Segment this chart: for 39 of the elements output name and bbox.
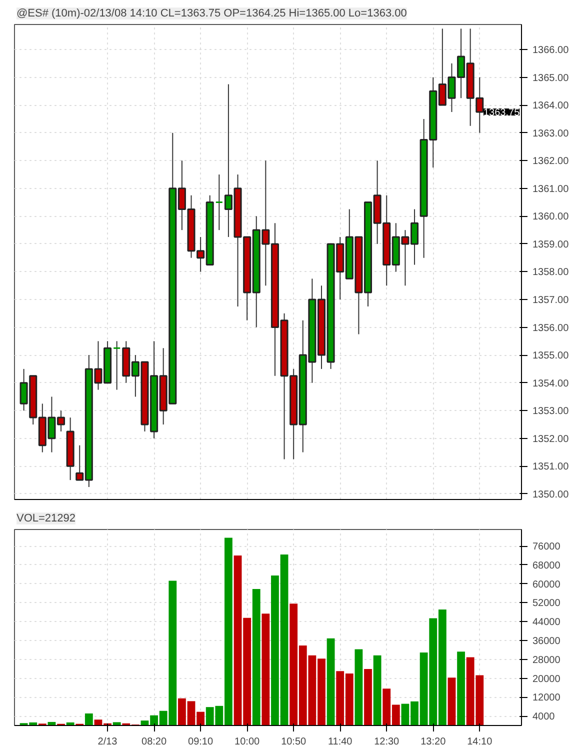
x-tick-label: 2/13 xyxy=(98,736,118,748)
y-tick-label: 44000 xyxy=(532,617,561,628)
y-tick-label: 1350.00 xyxy=(532,489,570,500)
x-tick-label: 12:30 xyxy=(374,736,400,748)
y-tick-label: 1366.00 xyxy=(532,45,570,56)
y-tick-label: 1364.00 xyxy=(532,100,570,112)
y-tick-label: 1354.00 xyxy=(532,378,570,390)
y-tick-label: 1355.00 xyxy=(532,350,570,362)
y-tick-label: 28000 xyxy=(532,654,561,666)
y-tick-label: 52000 xyxy=(532,598,561,610)
x-tick-label: 11:40 xyxy=(328,736,353,748)
y-tick-label: 36000 xyxy=(532,636,561,647)
annotation: 1363.75 xyxy=(483,108,520,118)
chart-title: @ES# (10m)-02/13/08 14:10 CL=1363.75 OP=1364.25 Hi=1365.00 Lo=1363.00 xyxy=(16,8,407,20)
x-tick-label: 09:10 xyxy=(188,736,214,748)
y-tick-label: 1356.00 xyxy=(532,322,570,334)
x-tick-label: 13:20 xyxy=(420,736,446,748)
x-tick-label: 14:10 xyxy=(467,736,493,748)
y-tick-label: 68000 xyxy=(532,560,561,572)
y-tick-label: 1359.00 xyxy=(532,239,570,250)
y-tick-label: 1352.00 xyxy=(532,434,570,445)
y-tick-label: 4000 xyxy=(532,712,556,723)
y-tick-label: 1360.00 xyxy=(532,212,570,223)
y-tick-label: 76000 xyxy=(532,542,561,553)
x-tick-label: 10:00 xyxy=(234,736,260,748)
y-tick-label: 1353.00 xyxy=(532,406,570,418)
y-tick-label: 60000 xyxy=(532,579,561,590)
y-tick-label: 1358.00 xyxy=(532,267,570,278)
y-tick-label: 1363.00 xyxy=(532,128,570,140)
x-tick-label: 10:50 xyxy=(281,736,307,748)
y-tick-label: 1357.00 xyxy=(532,295,570,306)
chart-title: VOL=21292 xyxy=(16,512,76,524)
y-tick-label: 12000 xyxy=(532,692,561,704)
y-tick-label: 1362.00 xyxy=(532,156,570,168)
y-tick-label: 1365.00 xyxy=(532,72,570,84)
y-tick-label: 20000 xyxy=(532,674,561,685)
x-tick-label: 08:20 xyxy=(142,736,167,748)
y-tick-label: 1351.00 xyxy=(532,462,570,473)
y-tick-label: 1361.00 xyxy=(532,184,570,195)
